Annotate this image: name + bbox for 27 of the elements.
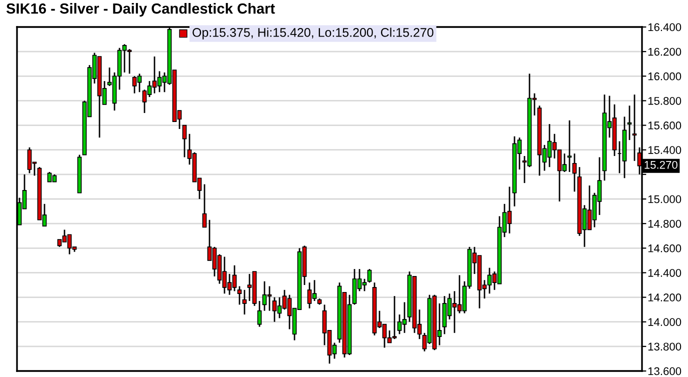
y-tick-label: 16.200: [648, 48, 682, 56]
y-tick-label: 13.600: [648, 367, 682, 376]
chart-title: SIK16 - Silver - Daily Candlestick Chart: [6, 3, 275, 17]
candlestick: [242, 289, 247, 316]
y-tick-label: 14.600: [648, 244, 682, 252]
annotation: 15.270: [644, 160, 678, 169]
y-tick-label: 15.600: [648, 122, 682, 130]
candlestick: [202, 184, 207, 228]
candlestick: [572, 152, 577, 192]
y-tick-label: 16.000: [648, 72, 682, 80]
y-tick-label: 15.800: [648, 96, 682, 105]
y-tick-label: 15.000: [648, 195, 682, 204]
candlestick: [367, 268, 372, 284]
candlestick: [257, 300, 262, 328]
y-tick-label: 15.400: [648, 146, 682, 154]
candlestick: [567, 120, 572, 173]
y-tick-label: 14.400: [648, 268, 682, 277]
candlestick: [632, 94, 637, 162]
candlestick: [182, 124, 187, 158]
candlestick: [627, 104, 632, 141]
candlestick: [237, 286, 242, 306]
y-tick-label: 14.000: [648, 318, 682, 326]
y-tick-label: 13.800: [648, 342, 682, 351]
y-tick-label: 16.400: [648, 23, 682, 32]
y-tick-label: 14.800: [648, 220, 682, 228]
annotation: Op:15.375, Hi:15.420, Lo:15.200, Cl:15.270: [192, 28, 434, 40]
y-tick-label: 14.200: [648, 294, 682, 302]
